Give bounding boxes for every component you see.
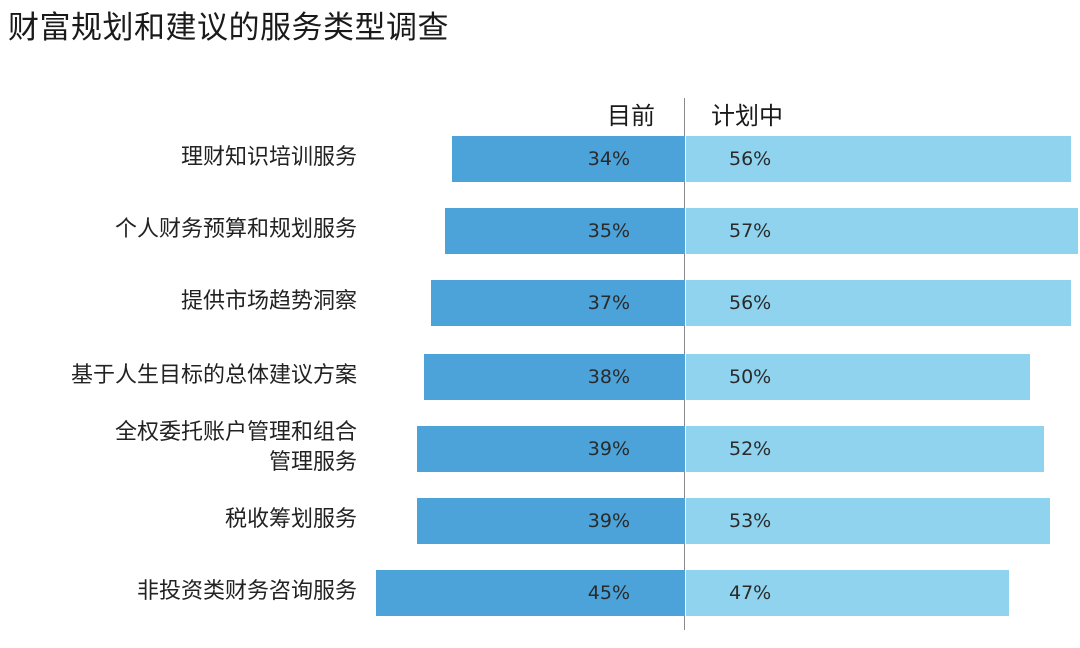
value-label-planned: 53%	[729, 510, 772, 532]
chart-title: 财富规划和建议的服务类型调查	[8, 10, 449, 46]
value-label-planned: 50%	[729, 366, 772, 388]
bar-planned	[686, 354, 1030, 400]
bar-planned	[686, 280, 1072, 326]
bar-current	[417, 426, 685, 472]
value-label-planned: 56%	[729, 148, 772, 170]
value-label-current: 35%	[587, 220, 630, 242]
value-label-current: 39%	[587, 438, 630, 460]
bar-current	[444, 208, 685, 254]
bar-planned	[686, 426, 1044, 472]
bar-current	[424, 354, 685, 400]
category-label-line: 全权委托账户管理和组合	[114, 420, 357, 445]
value-label-current: 38%	[587, 366, 630, 388]
category-label-line: 税收筹划服务	[224, 507, 357, 532]
category-label: 基于人生目标的总体建议方案	[71, 361, 357, 391]
value-label-planned: 56%	[729, 292, 772, 314]
category-label: 税收筹划服务	[225, 505, 357, 535]
category-label-line: 非投资类财务咨询服务	[136, 579, 357, 604]
value-label-current: 45%	[587, 582, 630, 604]
category-label: 非投资类财务咨询服务	[137, 577, 357, 607]
category-label: 理财知识培训服务	[181, 143, 357, 173]
category-label: 全权委托账户管理和组合管理服务	[115, 418, 357, 478]
value-label-current: 37%	[587, 292, 630, 314]
bar-planned	[686, 498, 1051, 544]
category-label-line: 基于人生目标的总体建议方案	[70, 363, 357, 388]
category-label-line: 理财知识培训服务	[180, 145, 357, 170]
value-label-planned: 52%	[729, 438, 772, 460]
bar-planned	[686, 208, 1078, 254]
value-label-planned: 47%	[729, 582, 772, 604]
category-label: 提供市场趋势洞察	[181, 287, 357, 317]
bar-current	[430, 280, 685, 326]
bar-current	[417, 498, 685, 544]
series-header-planned: 计划中	[711, 102, 783, 130]
category-label-line: 个人财务预算和规划服务	[114, 217, 357, 242]
value-label-current: 39%	[587, 510, 630, 532]
bar-current	[376, 570, 685, 616]
category-label: 个人财务预算和规划服务	[115, 215, 357, 245]
bar-current	[451, 136, 685, 182]
category-label-line: 管理服务	[268, 450, 357, 475]
bar-planned	[686, 570, 1010, 616]
series-header-current: 目前	[607, 102, 655, 130]
bar-planned	[686, 136, 1072, 182]
category-label-line: 提供市场趋势洞察	[180, 289, 357, 314]
value-label-planned: 57%	[729, 220, 772, 242]
value-label-current: 34%	[587, 148, 630, 170]
